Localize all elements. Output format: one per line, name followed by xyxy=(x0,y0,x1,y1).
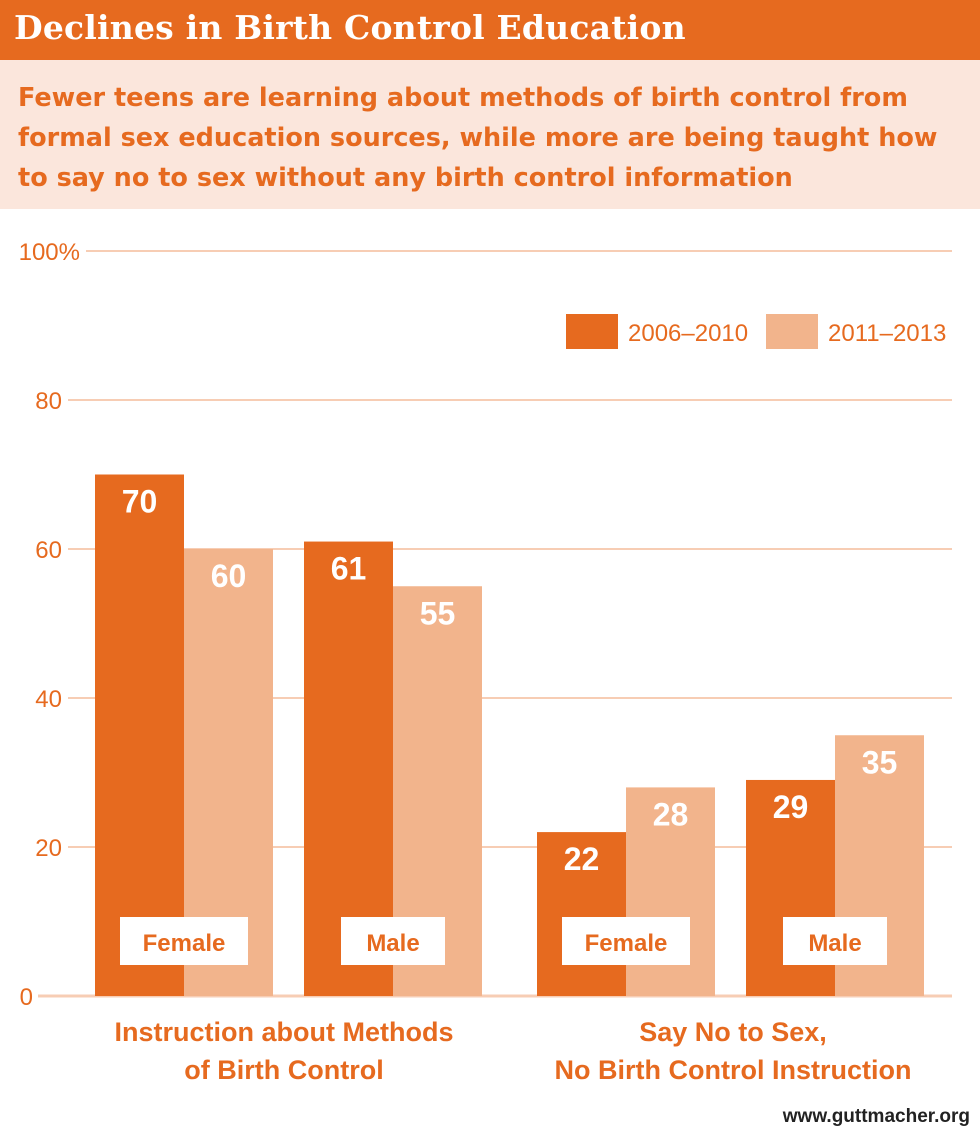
data-label: 60 xyxy=(211,558,247,594)
bar xyxy=(537,832,626,996)
source-credit: www.guttmacher.org xyxy=(782,1106,970,1127)
y-tick-label: 0 xyxy=(20,984,33,1011)
data-label: 28 xyxy=(653,796,689,832)
data-label: 61 xyxy=(331,551,367,587)
y-tick-label: 60 xyxy=(35,537,62,564)
y-tick-label: 20 xyxy=(35,835,62,862)
category-box xyxy=(120,917,248,965)
title-bar xyxy=(0,0,980,60)
legend-swatch xyxy=(766,314,818,349)
legend-label: 2006–2010 xyxy=(628,320,748,347)
y-tick-label: 100% xyxy=(19,239,80,266)
data-label: 55 xyxy=(420,595,456,631)
category-label: Male xyxy=(366,930,419,957)
chart-subtitle: Fewer teens are learning about methods o… xyxy=(18,83,938,193)
category-box xyxy=(341,917,445,965)
legend-label: 2011–2013 xyxy=(828,320,946,347)
y-tick-label: 40 xyxy=(35,686,62,713)
category-label: Female xyxy=(585,930,668,957)
category-label: Female xyxy=(143,930,226,957)
legend-swatch xyxy=(566,314,618,349)
data-label: 35 xyxy=(862,744,898,780)
group-label: Instruction about Methods xyxy=(115,1017,454,1047)
chart-title: Declines in Birth Control Education xyxy=(14,8,686,47)
data-label: 29 xyxy=(773,789,809,825)
group-label: Say No to Sex, xyxy=(639,1017,827,1047)
group-label: No Birth Control Instruction xyxy=(555,1055,912,1085)
category-box xyxy=(783,917,887,965)
category-box xyxy=(562,917,690,965)
subtitle-band xyxy=(0,60,980,209)
bar xyxy=(95,474,184,996)
data-label: 70 xyxy=(122,484,158,520)
group-label: of Birth Control xyxy=(184,1055,383,1085)
data-label: 22 xyxy=(564,841,600,877)
y-tick-label: 80 xyxy=(35,388,62,415)
category-label: Male xyxy=(808,930,861,957)
